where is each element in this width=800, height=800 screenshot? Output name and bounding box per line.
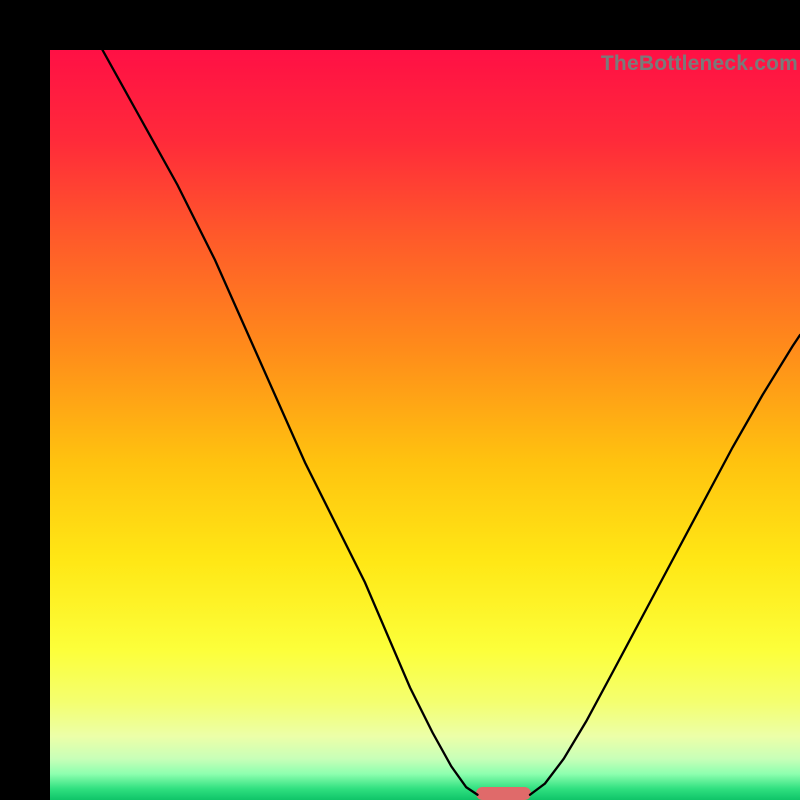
- curve-left-branch: [103, 50, 478, 795]
- chart-frame: TheBottleneck.com: [0, 0, 800, 800]
- watermark-text: TheBottleneck.com: [601, 52, 798, 76]
- curve-layer: [50, 50, 800, 800]
- plot-area: TheBottleneck.com: [50, 50, 800, 800]
- curve-right-branch: [530, 335, 800, 795]
